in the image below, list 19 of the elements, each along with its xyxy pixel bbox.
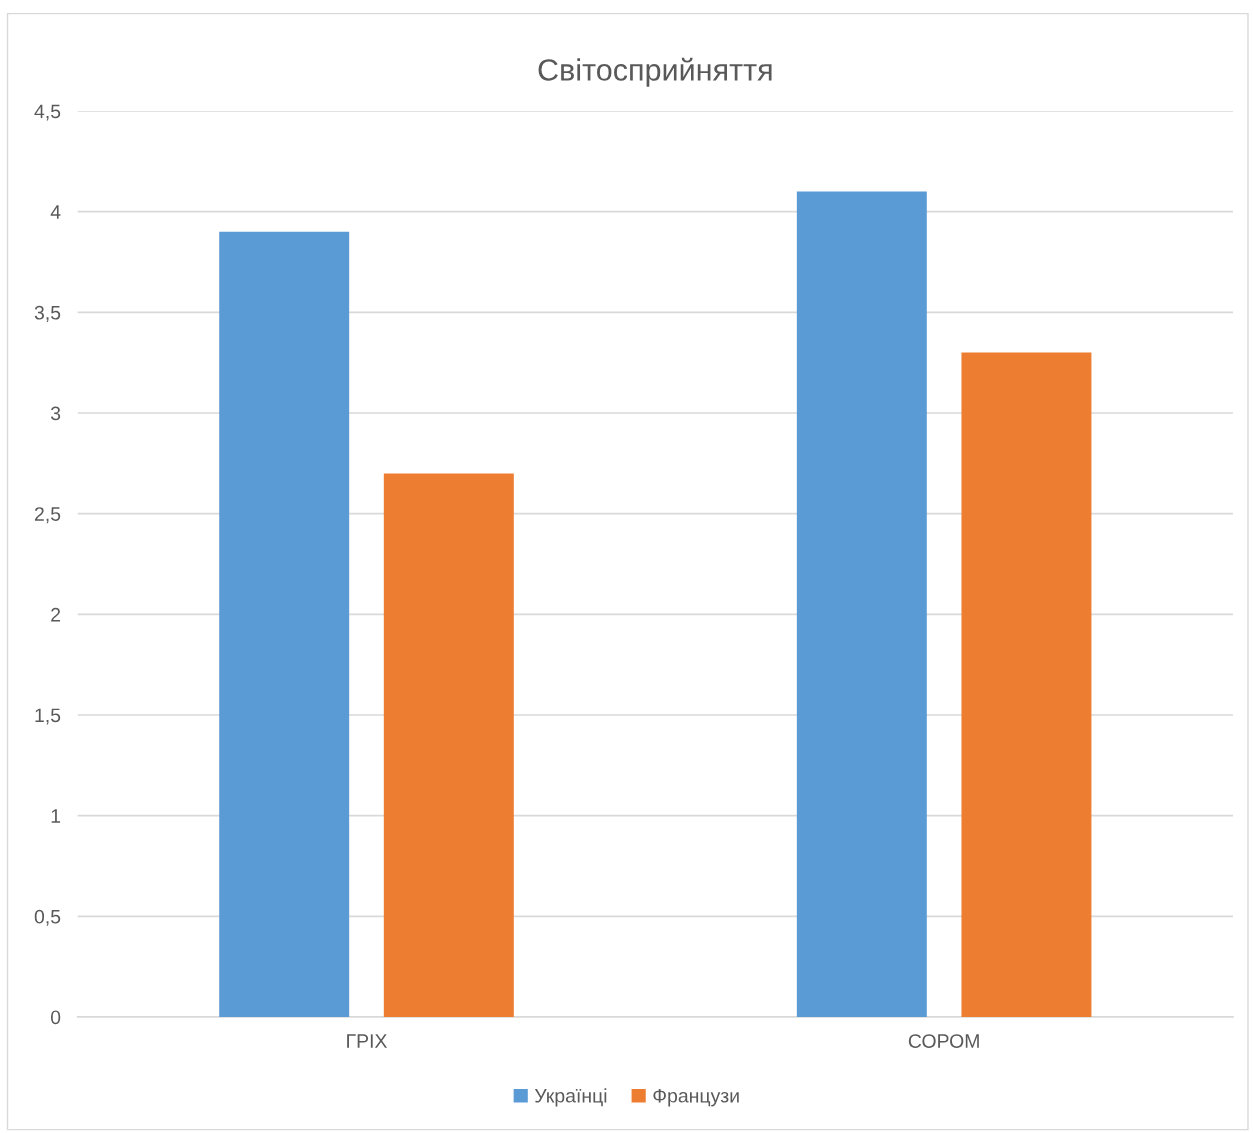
y-tick-label: 0 — [50, 1010, 61, 1025]
bar — [219, 231, 350, 1017]
bar — [796, 191, 927, 1017]
y-tick-label: 3 — [50, 406, 61, 421]
y-tick-label: 4 — [50, 205, 61, 219]
y-tick-label: 1,5 — [35, 708, 61, 725]
x-tick-label: ГРІХ — [347, 1034, 388, 1048]
y-tick-label: 4,5 — [34, 104, 61, 121]
y-tick-label: 3,5 — [34, 305, 61, 322]
y-tick-label: 2,5 — [34, 507, 61, 524]
bar — [383, 473, 514, 1017]
y-tick-label: 0,5 — [34, 909, 61, 926]
bar — [961, 352, 1092, 1017]
y-tick-label: 2 — [51, 607, 61, 622]
x-tick-label: СОРОМ — [908, 1034, 979, 1048]
y-tick-label: 1 — [51, 809, 61, 823]
legend-label: Французи — [653, 1088, 739, 1107]
legend-label: Українці — [534, 1088, 607, 1107]
chart-title: Світосприйняття — [538, 57, 772, 87]
